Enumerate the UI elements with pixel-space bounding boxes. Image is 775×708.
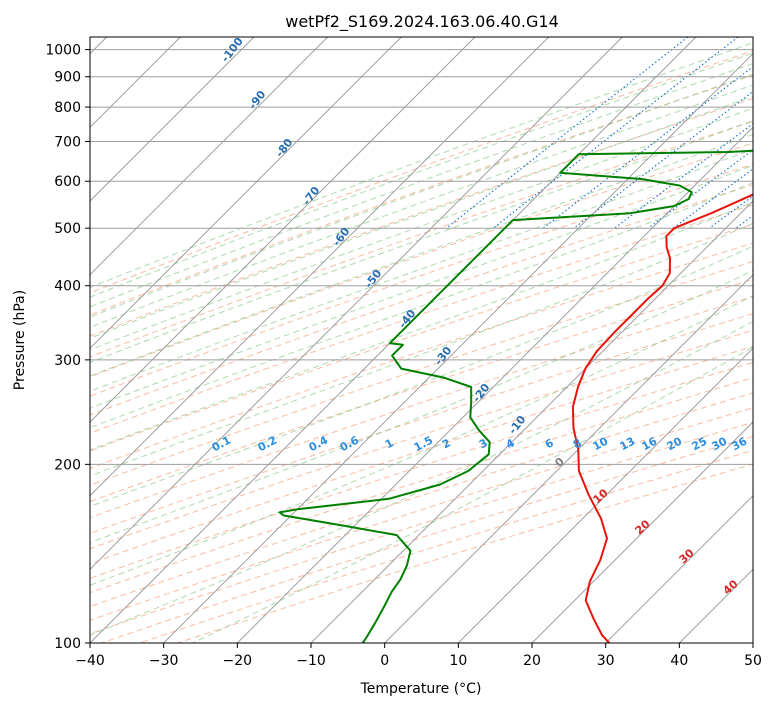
x-axis: −40 −30 −20 −10 0 10 20 30 40 50 xyxy=(75,643,762,669)
y-axis-title: Pressure (hPa) xyxy=(12,290,28,390)
moist-adiabat-line xyxy=(90,73,753,318)
y-tick-label: 800 xyxy=(54,100,81,116)
dry-adiabat-line xyxy=(90,223,753,452)
moist-adiabat-line xyxy=(90,164,753,409)
moist-adiabat-line xyxy=(192,346,753,643)
y-tick-label: 200 xyxy=(54,457,81,473)
y-tick-label: 900 xyxy=(54,70,81,86)
isotherm-line xyxy=(90,37,550,497)
moist-adiabat-line xyxy=(90,42,753,289)
isotherm-line xyxy=(605,494,753,643)
moist-adiabat-line xyxy=(90,95,753,339)
y-tick-label: 700 xyxy=(54,134,81,150)
moist-adiabat-line xyxy=(90,320,753,636)
moist-adiabat-line xyxy=(90,201,753,451)
isotherm-line xyxy=(90,37,623,571)
y-tick-label: 600 xyxy=(54,174,81,190)
plot-frame xyxy=(89,36,754,644)
dry-adiabat-line xyxy=(90,142,753,378)
moist-adiabat-line xyxy=(90,84,753,328)
isotherm-line xyxy=(90,37,476,423)
dry-adiabat-line xyxy=(90,361,753,579)
dry-adiabat-line xyxy=(90,313,753,534)
dry-adiabat-line xyxy=(90,50,753,294)
moist-adiabat-line xyxy=(90,62,753,308)
y-tick-label: 100 xyxy=(54,636,81,652)
x-tick-label: 20 xyxy=(523,653,541,669)
y-tick-label: 300 xyxy=(54,353,81,369)
isotherm-line xyxy=(90,37,255,202)
moist-adiabat-line xyxy=(90,52,753,298)
moist-adiabat-line xyxy=(90,222,753,477)
isotherm-line xyxy=(531,421,753,643)
dry-adiabat-line xyxy=(90,329,753,550)
x-tick-label: −30 xyxy=(149,653,179,669)
y-tick-label: 400 xyxy=(54,279,81,295)
dry-adiabat-line xyxy=(90,278,753,503)
isotherm-line xyxy=(90,37,329,276)
isotherm-line xyxy=(90,37,402,350)
moist-adiabat-line xyxy=(90,120,753,363)
mixing-ratio-label: 16 xyxy=(640,434,660,453)
x-tick-label: 30 xyxy=(597,653,615,669)
isotherm-line xyxy=(384,273,753,643)
mixing-ratio-label: 20 xyxy=(665,434,685,453)
dry-adiabat-line xyxy=(90,392,753,608)
dewpoint-profile-line xyxy=(278,149,753,643)
mixing-ratio-label: 13 xyxy=(618,435,638,454)
x-tick-label: −10 xyxy=(296,653,326,669)
mixing-ratio-line xyxy=(672,168,753,229)
x-tick-label: 10 xyxy=(449,653,467,669)
dry-adiabat-line xyxy=(90,74,753,316)
profile-series xyxy=(278,149,753,643)
isotherm-line xyxy=(236,126,753,643)
isotherm-line xyxy=(163,52,753,643)
dry-adiabat-line xyxy=(90,98,753,337)
y-tick-label: 1000 xyxy=(45,43,81,59)
mixing-ratio-line xyxy=(573,90,753,229)
isotherm-line xyxy=(457,347,753,643)
x-tick-label: −20 xyxy=(223,653,253,669)
x-tick-label: −40 xyxy=(75,653,105,669)
y-axis: 100 200 300 400 500 600 700 800 900 1000 xyxy=(45,43,90,652)
x-tick-label: 0 xyxy=(380,653,389,669)
mixing-ratio-line xyxy=(542,65,753,229)
x-axis-title: Temperature (°C) xyxy=(360,681,482,697)
mixing-ratio-label: 25 xyxy=(690,435,710,454)
mixing-ratio-label: 30 xyxy=(710,434,730,453)
y-tick-label: 500 xyxy=(54,221,81,237)
mixing-ratio-label: 36 xyxy=(730,434,750,453)
x-tick-label: 40 xyxy=(670,653,688,669)
mixing-ratio-label: 10 xyxy=(591,434,611,453)
moist-adiabat-line xyxy=(90,133,753,377)
dry-adiabat-line xyxy=(90,204,753,434)
moist-adiabat-line xyxy=(90,182,753,429)
x-tick-label: 50 xyxy=(744,653,762,669)
temperature-profile-line xyxy=(571,193,753,643)
chart-title: wetPf2_S169.2024.163.06.40.G14 xyxy=(285,12,559,32)
isotherm-line xyxy=(310,200,753,643)
dry-adiabat-line xyxy=(90,163,753,397)
